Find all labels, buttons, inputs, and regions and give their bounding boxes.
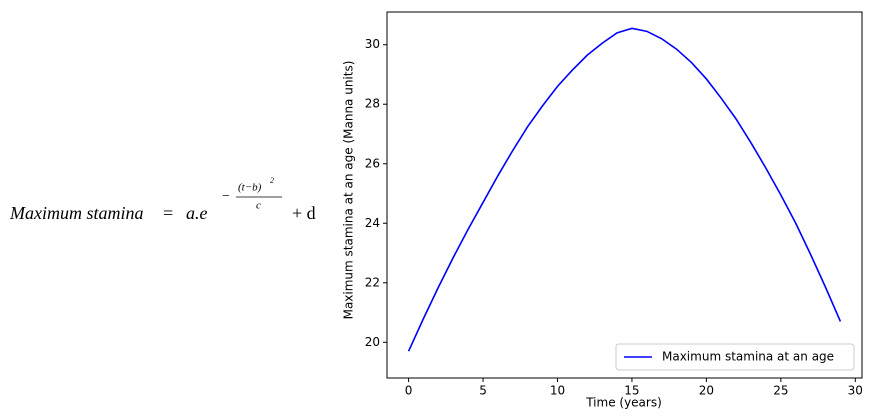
y-axis-label: Maximum stamina at an age (Manna units) xyxy=(342,61,356,320)
x-axis-label: Time (years) xyxy=(585,396,662,410)
y-tick-label: 22 xyxy=(365,275,380,289)
formula-minus: − xyxy=(222,189,230,204)
formula-lhs: Maximum stamina xyxy=(9,203,144,223)
plot-frame xyxy=(386,11,863,379)
legend-label: Maximum stamina at an age xyxy=(662,350,834,364)
x-tick-label: 15 xyxy=(624,384,639,398)
formula-base: a.e xyxy=(186,203,208,223)
y-tick-label: 26 xyxy=(365,156,380,170)
x-tick-label: 0 xyxy=(405,384,413,398)
y-tick-label: 20 xyxy=(365,335,380,349)
y-tick-label: 28 xyxy=(365,97,380,111)
line-series xyxy=(407,27,842,352)
y-tick-label: 30 xyxy=(365,37,380,51)
formula-numerator: (t−b) xyxy=(238,182,262,194)
formula-denominator: c xyxy=(256,200,261,212)
x-tick-label: 20 xyxy=(699,384,714,398)
x-tick-label: 25 xyxy=(773,384,788,398)
formula-power: 2 xyxy=(270,176,274,185)
y-tick-label: 24 xyxy=(365,216,380,230)
x-tick-label: 5 xyxy=(479,384,487,398)
formula-equals: = xyxy=(163,203,173,223)
legend-box xyxy=(615,343,855,371)
x-tick-label: 30 xyxy=(848,384,863,398)
formula-tail: + d xyxy=(292,203,316,223)
x-tick-label: 10 xyxy=(550,384,565,398)
